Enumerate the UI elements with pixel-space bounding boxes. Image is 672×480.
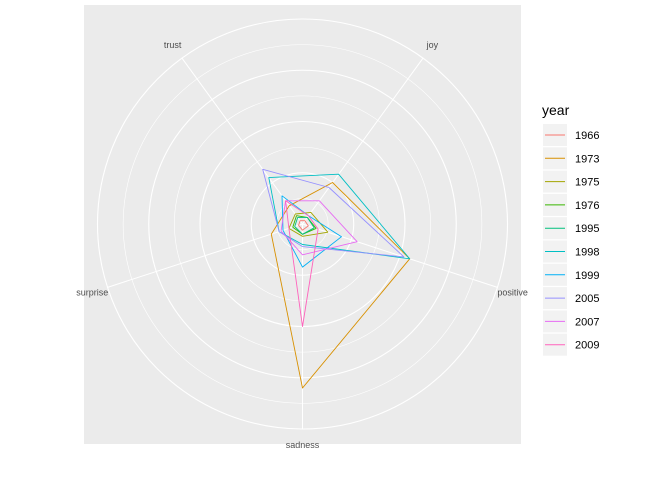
legend-title: year — [542, 102, 570, 118]
axis-label-trust: trust — [164, 40, 182, 50]
legend-label-1995: 1995 — [575, 223, 599, 235]
legend-label-2005: 2005 — [575, 293, 599, 305]
legend-label-1998: 1998 — [575, 247, 599, 259]
series-line-2007 — [280, 200, 358, 256]
legend-label-2009: 2009 — [575, 340, 599, 352]
series-line-1966 — [298, 220, 309, 231]
series-line-1999 — [281, 195, 342, 268]
legend-label-1966: 1966 — [575, 130, 599, 142]
legend-label-1999: 1999 — [575, 270, 599, 282]
axis-labels: joy positive sadness surprise trust — [76, 40, 528, 450]
axis-label-surprise: surprise — [76, 287, 108, 297]
series-line-1973 — [270, 182, 411, 389]
legend-label-1976: 1976 — [575, 200, 599, 212]
series-line-1975 — [288, 211, 329, 237]
series-lines — [262, 168, 411, 389]
series-line-1995 — [294, 216, 315, 235]
series-line-1998 — [268, 173, 411, 260]
grid — [96, 18, 509, 430]
series-line-1976 — [292, 215, 317, 235]
axis-spoke-positive — [302, 223, 498, 288]
legend-label-1973: 1973 — [575, 153, 599, 165]
legend-label-2007: 2007 — [575, 316, 599, 328]
axis-label-sadness: sadness — [286, 440, 320, 450]
legend: year 1966 1973 1975 1976 1995 1998 1999 2005 200… — [542, 102, 599, 356]
legend-label-1975: 1975 — [575, 177, 599, 189]
series-line-2009 — [285, 200, 319, 327]
axis-label-positive: positive — [497, 287, 528, 297]
axis-spoke-surprise — [107, 223, 303, 288]
axis-spoke-joy — [302, 57, 424, 225]
axis-label-joy: joy — [426, 40, 439, 50]
